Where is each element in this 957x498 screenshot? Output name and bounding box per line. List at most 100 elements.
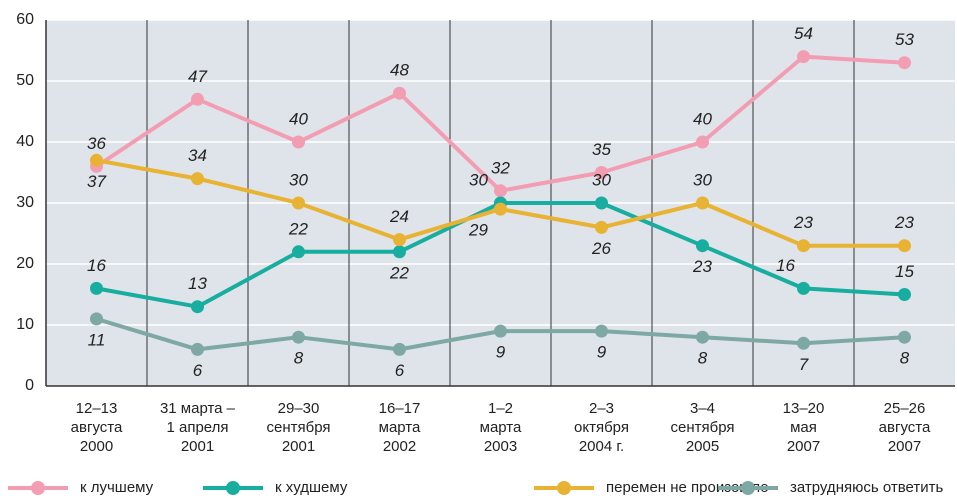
data-label: 15: [895, 262, 914, 281]
data-point: [393, 342, 406, 356]
x-tick-label: 2004 г.: [579, 438, 624, 455]
x-tick-label: августа: [879, 419, 931, 436]
data-point: [797, 336, 810, 350]
data-point: [90, 153, 103, 167]
x-tick-label: марта: [480, 419, 522, 436]
legend-label: к лучшему: [80, 479, 154, 496]
data-point: [696, 330, 709, 344]
x-tick-label: 2001: [282, 438, 315, 455]
data-label: 26: [591, 239, 611, 258]
data-label: 47: [188, 67, 207, 86]
data-point: [191, 92, 204, 106]
data-label: 23: [793, 213, 813, 232]
y-tick-label: 20: [16, 255, 34, 272]
x-tick-label: 16–17: [379, 400, 421, 417]
data-label: 34: [188, 146, 207, 165]
data-label: 16: [87, 256, 106, 275]
data-label: 16: [776, 256, 795, 275]
data-label: 48: [390, 61, 409, 80]
data-label: 29: [468, 221, 488, 240]
data-label: 8: [294, 349, 304, 368]
data-point: [797, 50, 810, 64]
data-point: [494, 184, 507, 198]
legend-marker: [557, 481, 571, 495]
x-tick-label: 2007: [787, 438, 820, 455]
x-tick-label: 29–30: [278, 400, 320, 417]
data-point: [292, 245, 305, 259]
legend-label: перемен не произошло: [606, 479, 769, 496]
data-point: [595, 166, 608, 179]
data-label: 9: [597, 343, 607, 362]
x-tick-label: 31 марта –: [160, 400, 236, 417]
data-label: 23: [894, 213, 914, 232]
x-tick-label: 1 апреля: [166, 419, 228, 436]
data-label: 22: [288, 219, 308, 238]
data-label: 22: [389, 263, 409, 282]
data-point: [191, 172, 204, 186]
data-label: 32: [491, 158, 510, 177]
x-tick-label: 2–3: [589, 400, 614, 417]
y-tick-label: 30: [16, 194, 34, 211]
data-point: [797, 239, 810, 253]
data-label: 30: [693, 170, 712, 189]
y-tick-label: 10: [16, 316, 34, 333]
data-point: [696, 135, 709, 149]
x-tick-label: 3–4: [690, 400, 715, 417]
data-label: 11: [88, 330, 106, 349]
x-tick-label: 25–26: [884, 400, 926, 417]
data-label: 36: [87, 134, 106, 153]
x-tick-label: августа: [71, 419, 123, 436]
data-point: [292, 330, 305, 344]
data-point: [393, 233, 406, 247]
data-label: 9: [496, 343, 506, 362]
legend-marker: [31, 481, 45, 495]
data-label: 35: [592, 140, 611, 159]
x-tick-label: 2003: [484, 438, 517, 455]
data-point: [898, 330, 911, 344]
legend-marker: [741, 481, 755, 495]
data-label: 30: [469, 170, 488, 189]
legend-marker: [226, 481, 240, 495]
data-point: [393, 245, 406, 259]
data-point: [90, 281, 103, 295]
data-label: 37: [87, 172, 106, 191]
legend-label: затрудняюсь ответить: [790, 479, 943, 496]
y-tick-label: 50: [16, 72, 34, 89]
x-tick-label: сентября: [670, 419, 734, 436]
data-point: [696, 196, 709, 210]
data-label: 8: [900, 349, 910, 368]
data-label: 30: [289, 170, 308, 189]
x-tick-label: 2002: [383, 438, 416, 455]
data-point: [595, 196, 608, 210]
data-point: [191, 342, 204, 356]
data-point: [292, 135, 305, 149]
data-point: [898, 239, 911, 253]
data-label: 13: [188, 274, 207, 293]
data-point: [191, 300, 204, 314]
data-label: 6: [395, 361, 405, 380]
data-label: 24: [389, 207, 409, 226]
legend-label: к худшему: [275, 479, 348, 496]
data-label: 53: [895, 30, 914, 49]
x-tick-label: 1–2: [488, 400, 513, 417]
data-point: [797, 281, 810, 295]
data-label: 30: [592, 170, 611, 189]
x-tick-label: 2001: [181, 438, 214, 455]
x-tick-label: мая: [790, 419, 817, 436]
data-label: 54: [794, 24, 813, 43]
data-point: [595, 220, 608, 234]
data-point: [898, 288, 911, 301]
x-tick-label: 12–13: [76, 400, 118, 417]
y-tick-label: 0: [25, 377, 34, 394]
data-point: [898, 56, 911, 70]
x-tick-label: 2005: [686, 438, 719, 455]
data-point: [90, 312, 103, 326]
data-label: 23: [692, 257, 712, 276]
x-tick-label: октября: [574, 419, 629, 436]
data-point: [696, 239, 709, 253]
data-label: 8: [698, 349, 708, 368]
data-point: [494, 202, 507, 216]
data-point: [292, 196, 305, 210]
x-tick-label: марта: [379, 419, 421, 436]
